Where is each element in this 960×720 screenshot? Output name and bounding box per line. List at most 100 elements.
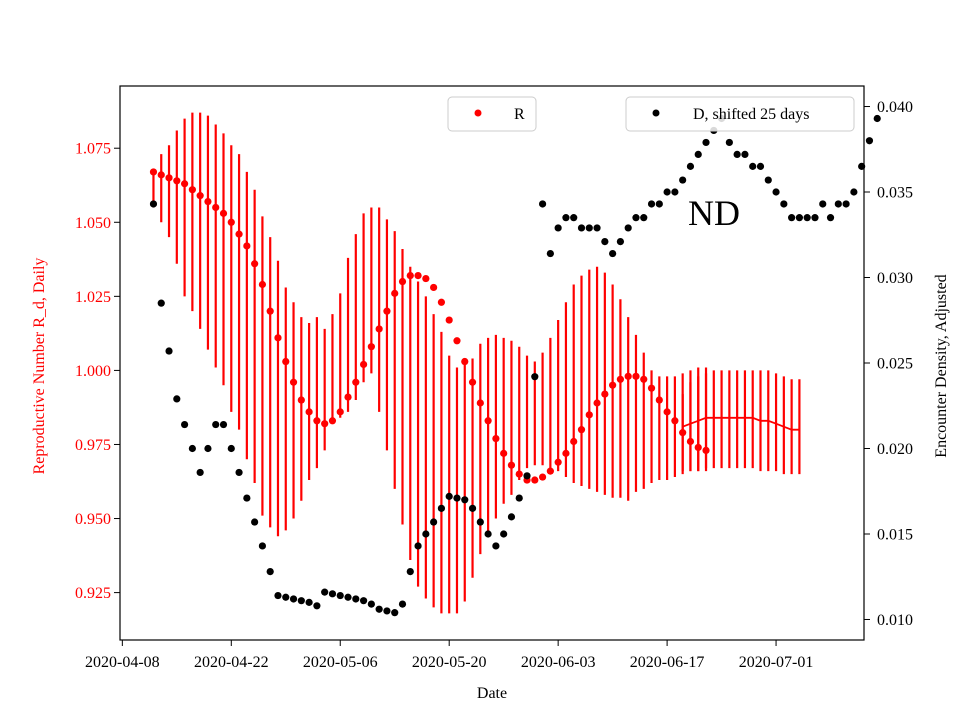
left-y-axis-label: Reproductive Number R_d, Daily <box>31 258 48 475</box>
r-point <box>251 260 259 268</box>
d-point <box>663 188 671 196</box>
d-point <box>531 373 539 381</box>
r-band-center-line <box>682 416 800 431</box>
legend-r-marker <box>474 109 482 117</box>
r-point <box>437 298 446 306</box>
r-point <box>702 446 710 454</box>
d-point <box>391 609 399 617</box>
r-point <box>624 372 632 380</box>
legend-d-label: D, shifted 25 days <box>693 106 809 123</box>
r-point <box>655 396 663 404</box>
r-point <box>367 343 375 351</box>
r-point <box>344 393 352 401</box>
d-point <box>235 468 243 477</box>
d-point <box>212 420 220 429</box>
r-point <box>616 375 625 383</box>
d-point <box>772 188 780 196</box>
d-point <box>733 150 741 158</box>
d-point <box>173 395 181 403</box>
d-point <box>227 444 235 453</box>
d-point <box>826 214 835 222</box>
r-point <box>398 277 407 286</box>
r-point <box>227 218 235 226</box>
d-point <box>647 200 656 208</box>
d-point <box>274 591 282 600</box>
r-point <box>173 177 181 185</box>
x-tick-label: 2020-04-08 <box>85 654 160 671</box>
d-point <box>336 591 344 600</box>
state-annotation: ND <box>688 193 740 233</box>
r-point <box>531 476 539 484</box>
r-point <box>289 378 298 386</box>
d-point <box>313 602 321 610</box>
d-point <box>811 214 819 222</box>
x-axis: 2020-04-08 2020-04-22 2020-05-06 2020-05-20… <box>85 640 813 671</box>
d-point <box>780 200 788 208</box>
d-point <box>157 299 165 307</box>
r-point <box>359 360 368 369</box>
r-point <box>694 443 702 452</box>
d-point <box>149 200 158 208</box>
d-point <box>842 200 850 208</box>
r-point <box>391 289 399 297</box>
r-point <box>492 434 500 443</box>
r-point <box>305 408 313 416</box>
r-point <box>632 372 640 380</box>
d-point <box>321 588 329 596</box>
d-point <box>289 595 298 603</box>
d-point <box>671 188 679 196</box>
d-point <box>422 530 430 538</box>
d-point <box>795 214 804 222</box>
r-point <box>476 399 484 407</box>
d-point <box>764 176 772 184</box>
d-point <box>492 542 500 550</box>
x-tick-label: 2020-04-22 <box>194 654 269 671</box>
x-tick-label: 2020-07-01 <box>739 654 814 671</box>
r-point <box>453 337 461 345</box>
r-point <box>468 378 477 386</box>
d-point <box>297 597 305 605</box>
d-point <box>180 420 189 429</box>
d-point <box>461 496 469 504</box>
r-point <box>585 411 593 419</box>
right-y-axis-label: Encounter Density, Adjusted <box>933 274 950 457</box>
d-point <box>468 504 477 512</box>
d-point <box>328 590 337 598</box>
r-point <box>445 316 453 324</box>
left-tick-label: 1.050 <box>75 215 111 232</box>
d-point <box>694 150 702 158</box>
d-point <box>632 214 640 222</box>
x-tick-label: 2020-06-17 <box>630 654 705 671</box>
r-point <box>282 357 290 366</box>
r-point <box>375 325 383 333</box>
d-point <box>476 518 484 526</box>
r-point <box>406 272 414 280</box>
d-point <box>562 214 570 222</box>
r-point <box>647 384 656 392</box>
r-point <box>204 197 212 206</box>
d-point <box>554 224 562 232</box>
d-point <box>282 593 290 601</box>
d-point <box>679 176 687 184</box>
d-point <box>686 162 695 170</box>
right-y-axis: 0.010 0.015 0.020 0.025 0.030 0.035 0.040 <box>864 99 913 629</box>
d-point <box>585 224 593 232</box>
d-point <box>749 162 757 170</box>
d-point <box>640 214 648 222</box>
d-point <box>165 347 173 355</box>
right-tick-label: 0.035 <box>877 185 913 202</box>
d-point <box>188 444 196 453</box>
r-point <box>422 274 430 283</box>
x-axis-label: Date <box>477 685 507 702</box>
r-point <box>515 470 523 478</box>
r-point <box>383 307 391 315</box>
right-tick-label: 0.015 <box>877 526 913 543</box>
r-point <box>235 230 243 238</box>
d-point <box>437 504 446 512</box>
r-point <box>538 473 547 481</box>
r-point <box>266 307 274 315</box>
r-point <box>180 180 189 188</box>
r-point <box>601 390 609 398</box>
r-band-lines <box>681 370 801 475</box>
